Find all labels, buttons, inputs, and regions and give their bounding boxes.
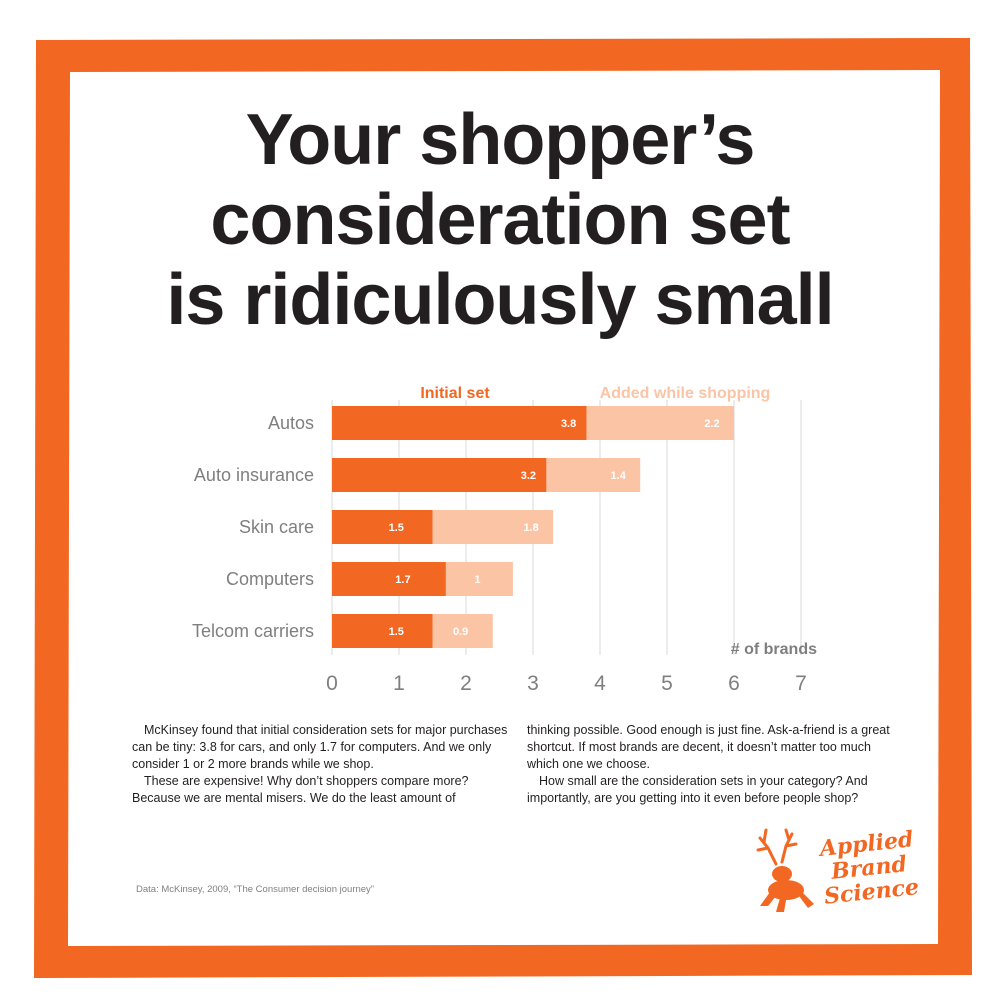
legend-added-while-shopping: Added while shopping xyxy=(600,385,771,402)
body-text-left: McKinsey found that initial consideratio… xyxy=(132,722,510,807)
body-paragraph: These are expensive! Why don’t shoppers … xyxy=(132,774,469,805)
bar-added-while-shopping xyxy=(432,614,493,648)
category-label: Autos xyxy=(268,413,314,433)
x-tick-label: 1 xyxy=(393,672,405,695)
data-label-added: 2.2 xyxy=(704,418,719,430)
bar-added-while-shopping xyxy=(546,458,641,492)
data-label-added: 1.8 xyxy=(523,522,538,534)
bar-initial-set xyxy=(332,562,446,596)
bar-initial-set xyxy=(332,406,587,440)
data-label-added: 1.4 xyxy=(611,470,627,482)
x-tick-label: 7 xyxy=(795,672,807,695)
category-label: Telcom carriers xyxy=(192,621,314,641)
data-label-initial: 1.7 xyxy=(395,574,410,586)
bar-added-while-shopping xyxy=(586,406,734,440)
x-tick-label: 6 xyxy=(728,672,740,695)
x-axis-label: # of brands xyxy=(731,641,817,658)
data-label-added: 0.9 xyxy=(453,626,468,638)
category-label: Skin care xyxy=(239,517,314,537)
bar-initial-set xyxy=(332,458,547,492)
bar-initial-set xyxy=(332,510,433,544)
title-line-1: Your shopper’s xyxy=(245,100,756,180)
bar-initial-set xyxy=(332,614,433,648)
applied-brand-science-logo: Applied Brand Science xyxy=(752,826,922,916)
body-paragraph: McKinsey found that initial consideratio… xyxy=(132,723,508,771)
legend-initial-set: Initial set xyxy=(420,385,490,402)
bar-added-while-shopping xyxy=(445,562,513,596)
data-label-added: 1 xyxy=(474,574,480,586)
body-text-right: thinking possible. Good enough is just f… xyxy=(527,722,905,807)
title-line-2: consideration set xyxy=(210,180,790,260)
body-paragraph: How small are the consideration sets in … xyxy=(527,774,868,805)
x-tick-label: 5 xyxy=(661,672,673,695)
x-tick-label: 0 xyxy=(326,672,338,695)
x-tick-label: 4 xyxy=(594,672,606,695)
page-title: Your shopper’s consideration set is ridi… xyxy=(80,100,920,340)
bar-added-while-shopping xyxy=(432,510,554,544)
data-label-initial: 1.5 xyxy=(389,522,404,534)
data-label-initial: 3.8 xyxy=(561,418,576,430)
data-label-initial: 3.2 xyxy=(521,470,536,482)
x-tick-label: 3 xyxy=(527,672,539,695)
body-paragraph: thinking possible. Good enough is just f… xyxy=(527,723,890,771)
logo-text: Applied Brand Science xyxy=(811,826,928,909)
source-note: Data: McKinsey, 2009, “The Consumer deci… xyxy=(136,884,374,895)
x-tick-label: 2 xyxy=(460,672,472,695)
title-line-3: is ridiculously small xyxy=(166,260,834,340)
category-label: Auto insurance xyxy=(194,465,314,485)
data-label-initial: 1.5 xyxy=(389,626,404,638)
deer-frog-icon xyxy=(756,828,814,912)
category-label: Computers xyxy=(226,569,314,589)
